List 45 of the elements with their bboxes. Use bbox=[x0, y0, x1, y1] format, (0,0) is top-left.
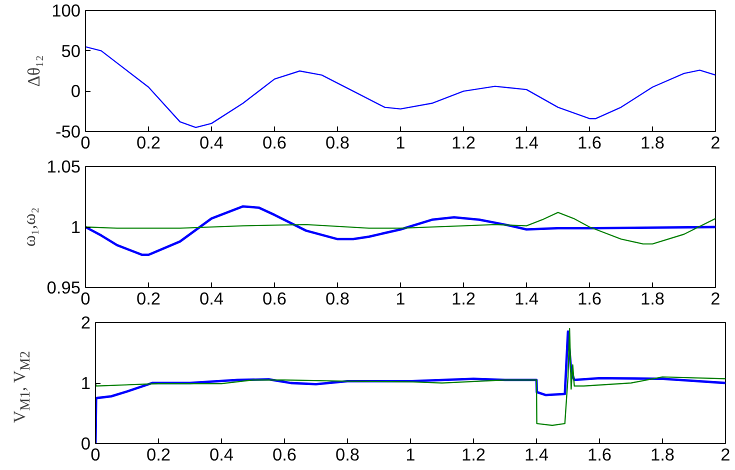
line-series bbox=[86, 46, 716, 128]
y-tick-label: 1 bbox=[70, 217, 81, 237]
y-tick-label: -50 bbox=[55, 122, 80, 142]
x-tick-label: 0.2 bbox=[136, 132, 161, 152]
x-tick-label: 1.2 bbox=[451, 288, 476, 308]
x-tick-label: 0.6 bbox=[262, 288, 287, 308]
x-tick-label: 2 bbox=[710, 132, 720, 152]
x-tick-label: 1.4 bbox=[514, 288, 539, 308]
x-tick-label: 1 bbox=[406, 444, 416, 464]
y-tick-label: 1.05 bbox=[46, 156, 81, 176]
x-tick-label: 1.2 bbox=[461, 444, 486, 464]
y-axis-title: Δθ₁₂ bbox=[24, 55, 44, 87]
line-series bbox=[86, 205, 716, 256]
line-series bbox=[96, 328, 726, 426]
x-tick-label: 0.8 bbox=[335, 444, 360, 464]
x-tick-label: 1.4 bbox=[524, 444, 549, 464]
x-tick-label: 0.6 bbox=[262, 132, 287, 152]
x-tick-label: 1 bbox=[396, 288, 406, 308]
x-tick-label: 1 bbox=[396, 132, 406, 152]
x-tick-label: 1.6 bbox=[577, 288, 602, 308]
x-tick-label: 0.6 bbox=[272, 444, 297, 464]
x-tick-label: 0.4 bbox=[199, 288, 224, 308]
x-tick-label: 1.8 bbox=[640, 132, 665, 152]
x-tick-label: 1.4 bbox=[514, 132, 539, 152]
line-series bbox=[86, 212, 716, 245]
y-tick-label: 2 bbox=[80, 312, 91, 332]
x-tick-label: 1.6 bbox=[577, 132, 602, 152]
y-tick-label: 0.95 bbox=[46, 278, 81, 298]
x-tick-label: 1.8 bbox=[650, 444, 675, 464]
y-axis-title: ω₁,ω₂ bbox=[20, 207, 39, 247]
x-tick-label: 1.2 bbox=[451, 132, 476, 152]
x-tick-label: 0.2 bbox=[136, 288, 161, 308]
y-tick-label: 100 bbox=[52, 0, 81, 20]
x-tick-label: 0.8 bbox=[325, 288, 350, 308]
y-tick-label: 0 bbox=[70, 81, 81, 102]
y-tick-label: 1 bbox=[80, 373, 91, 393]
x-tick-label: 2 bbox=[720, 444, 730, 464]
x-tick-label: 0.2 bbox=[146, 444, 171, 464]
x-tick-label: 0.4 bbox=[199, 132, 224, 152]
x-tick-label: 0.4 bbox=[209, 444, 234, 464]
y-tick-label: 50 bbox=[61, 40, 81, 61]
x-tick-label: 2 bbox=[710, 288, 720, 308]
x-tick-label: 1.8 bbox=[640, 288, 665, 308]
x-tick-label: 1.6 bbox=[587, 444, 612, 464]
x-tick-label: 0.8 bbox=[325, 132, 350, 152]
